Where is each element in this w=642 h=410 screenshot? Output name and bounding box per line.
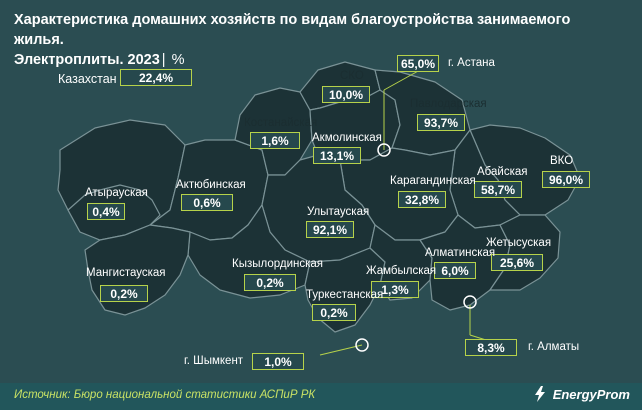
region-label-astana: г. Астана — [448, 57, 495, 69]
region-value-ulytau: 92,1% — [306, 221, 354, 238]
footer-bar — [0, 383, 642, 410]
region-label-kyzylorda: Кызылординская — [232, 258, 324, 270]
region-label-mangystau: Мангистауская — [86, 267, 166, 279]
region-value-kostanay: 1,6% — [250, 132, 300, 149]
region-label-atyrau: Атырауская — [85, 187, 148, 199]
region-label-sko: СКО — [340, 70, 364, 82]
region-label-turkestan: Туркестанская — [306, 289, 384, 301]
region-value-almaty-city: 8,3% — [465, 339, 517, 356]
region-value-zhetysu: 25,6% — [491, 254, 543, 271]
region-label-karaganda: Карагандинская — [390, 175, 476, 187]
source-note: Источник: Бюро национальной статистики А… — [14, 389, 316, 401]
region-value-akmola: 13,1% — [313, 147, 361, 164]
country-value: 22,4% — [120, 69, 192, 86]
region-label-zhambyl: Жамбылская — [366, 265, 437, 277]
page-title: Характеристика домашних хозяйств по вида… — [14, 12, 571, 68]
region-label-kostanay: Костанайская — [244, 117, 318, 129]
region-label-pavlodar: Павлодарская — [410, 98, 487, 110]
region-value-aktobe: 0,6% — [181, 194, 233, 211]
brand-name: EnergyProm — [552, 386, 630, 402]
shymkent-marker-icon — [355, 338, 369, 352]
region-value-sko: 10,0% — [322, 86, 370, 103]
region-label-ulytau: Улытауская — [307, 206, 370, 218]
title-unit: % — [171, 52, 185, 68]
country-label: Казахстан — [58, 72, 117, 86]
region-value-almaty: 6,0% — [434, 262, 476, 279]
astana-marker-icon — [377, 143, 391, 157]
region-value-mangystau: 0,2% — [100, 285, 148, 302]
region-value-kyzylorda: 0,2% — [244, 274, 296, 291]
region-value-atyrau: 0,4% — [87, 203, 125, 220]
region-label-vko: ВКО — [550, 155, 574, 167]
title-line2: Электроплиты. 2023 — [14, 52, 160, 68]
region-label-aktobe: Актюбинская — [176, 179, 246, 191]
almaty-marker-icon — [463, 295, 477, 309]
region-label-abay: Абайская — [477, 166, 528, 178]
region-value-vko: 96,0% — [542, 171, 590, 188]
region-value-abay: 58,7% — [474, 181, 522, 198]
region-label-almaty-city: г. Алматы — [528, 341, 580, 353]
region-value-karaganda: 32,8% — [398, 191, 446, 208]
region-value-pavlodar: 93,7% — [417, 114, 465, 131]
region-label-akmola: Акмолинская — [312, 132, 382, 144]
lightning-icon — [534, 386, 545, 402]
region-value-zhambyl: 1,3% — [371, 281, 419, 298]
region-label-zhetysu: Жетысуская — [486, 237, 552, 249]
region-label-shymkent: г. Шымкент — [184, 355, 244, 367]
brand-logo: EnergyProm — [531, 385, 630, 403]
region-value-astana: 65,0% — [397, 55, 439, 72]
region-label-almaty: Алматинская — [425, 247, 496, 259]
title-line1: Характеристика домашних хозяйств по вида… — [14, 12, 571, 48]
region-value-shymkent: 1,0% — [252, 353, 304, 370]
region-value-turkestan: 0,2% — [312, 304, 356, 321]
